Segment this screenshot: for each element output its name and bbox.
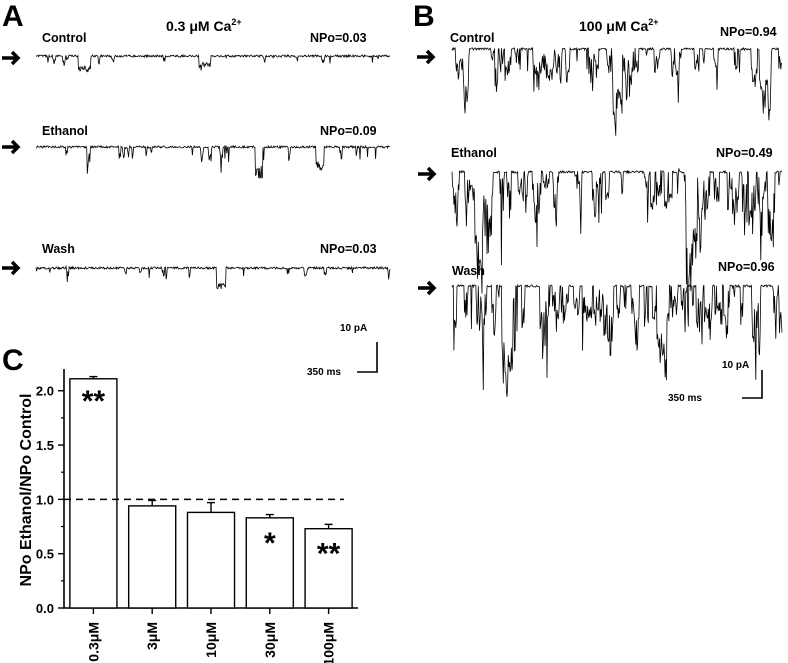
arrow-icon <box>2 139 21 155</box>
arrow-icon <box>2 260 21 276</box>
single-channel-trace <box>35 264 391 290</box>
bar <box>69 378 118 609</box>
trace-label-ethanol: Ethanol <box>451 146 497 160</box>
y-tick-label: 1.0 <box>36 492 54 507</box>
x-tick-label: 100μM <box>321 622 337 663</box>
single-channel-trace <box>451 283 783 397</box>
bar <box>304 527 353 609</box>
scale-label-time: 350 ms <box>307 367 341 378</box>
npo-value-ethanol: NPo=0.09 <box>320 124 377 138</box>
y-tick-label: 0.5 <box>36 547 54 562</box>
single-channel-trace <box>35 144 391 179</box>
significance-marker: * <box>264 527 276 560</box>
trace-label-control: Control <box>42 31 86 45</box>
scale-label-time: 350 ms <box>668 393 702 404</box>
y-tick-label: 0.0 <box>36 601 54 616</box>
bar-chart: 0.0 0.5 1.0 1.5 2.0 0.3μM ** 3μM 10μM 30μM * 100μM *… <box>36 369 358 663</box>
scale-label-current: 10 pA <box>340 323 367 334</box>
y-axis-label: NPo Ethanol/NPo Control <box>18 394 35 587</box>
panel-b-letter: B <box>413 0 435 33</box>
scale-label-current: 10 pA <box>722 360 749 371</box>
bar <box>186 511 236 609</box>
panel-a-title: 0.3 μM Ca2+ <box>166 17 242 34</box>
x-tick-label: 3μM <box>144 622 160 650</box>
single-channel-trace <box>451 168 783 327</box>
panel-b-trace-wash: Wash NPo=0.96 <box>418 260 783 397</box>
x-tick-label: 0.3μM <box>85 622 101 662</box>
arrow-icon <box>417 49 436 65</box>
npo-value-wash: NPo=0.03 <box>320 242 377 256</box>
single-channel-trace <box>35 53 391 73</box>
significance-marker: ** <box>317 538 341 571</box>
panel-b-title: 100 μM Ca2+ <box>579 17 659 34</box>
panel-a-trace-control: Control NPo=0.03 <box>2 31 391 73</box>
trace-label-control: Control <box>450 31 494 45</box>
trace-label-wash: Wash <box>42 242 75 256</box>
panel-a-trace-ethanol: Ethanol NPo=0.09 <box>2 124 391 179</box>
trace-label-ethanol: Ethanol <box>42 124 88 138</box>
y-tick-label: 2.0 <box>36 384 54 399</box>
single-channel-trace <box>451 46 783 136</box>
y-tick-label: 1.5 <box>36 438 54 453</box>
x-tick-label: 10μM <box>203 622 219 658</box>
npo-value-wash: NPo=0.96 <box>718 260 775 274</box>
panel-b-trace-ethanol: Ethanol NPo=0.49 <box>418 146 783 327</box>
bar <box>127 505 177 609</box>
panel-a-letter: A <box>2 0 24 33</box>
panel-a-trace-wash: Wash NPo=0.03 <box>2 242 391 290</box>
panel-b-scale-bar: 10 pA 350 ms <box>668 360 763 404</box>
arrow-icon <box>2 50 21 66</box>
bar <box>245 517 295 609</box>
arrow-icon <box>418 166 437 182</box>
npo-value-ethanol: NPo=0.49 <box>716 146 773 160</box>
panel-c-letter: C <box>2 344 24 377</box>
npo-value-control: NPo=0.03 <box>310 31 367 45</box>
panel-a-scale-bar: 10 pA 350 ms <box>307 323 378 378</box>
trace-label-wash: Wash <box>452 264 485 278</box>
x-tick-label: 30μM <box>262 622 278 658</box>
npo-value-control: NPo=0.94 <box>720 25 777 39</box>
significance-marker: ** <box>82 385 106 418</box>
panel-b-trace-control: Control NPo=0.94 <box>417 25 783 136</box>
arrow-icon <box>418 280 437 296</box>
